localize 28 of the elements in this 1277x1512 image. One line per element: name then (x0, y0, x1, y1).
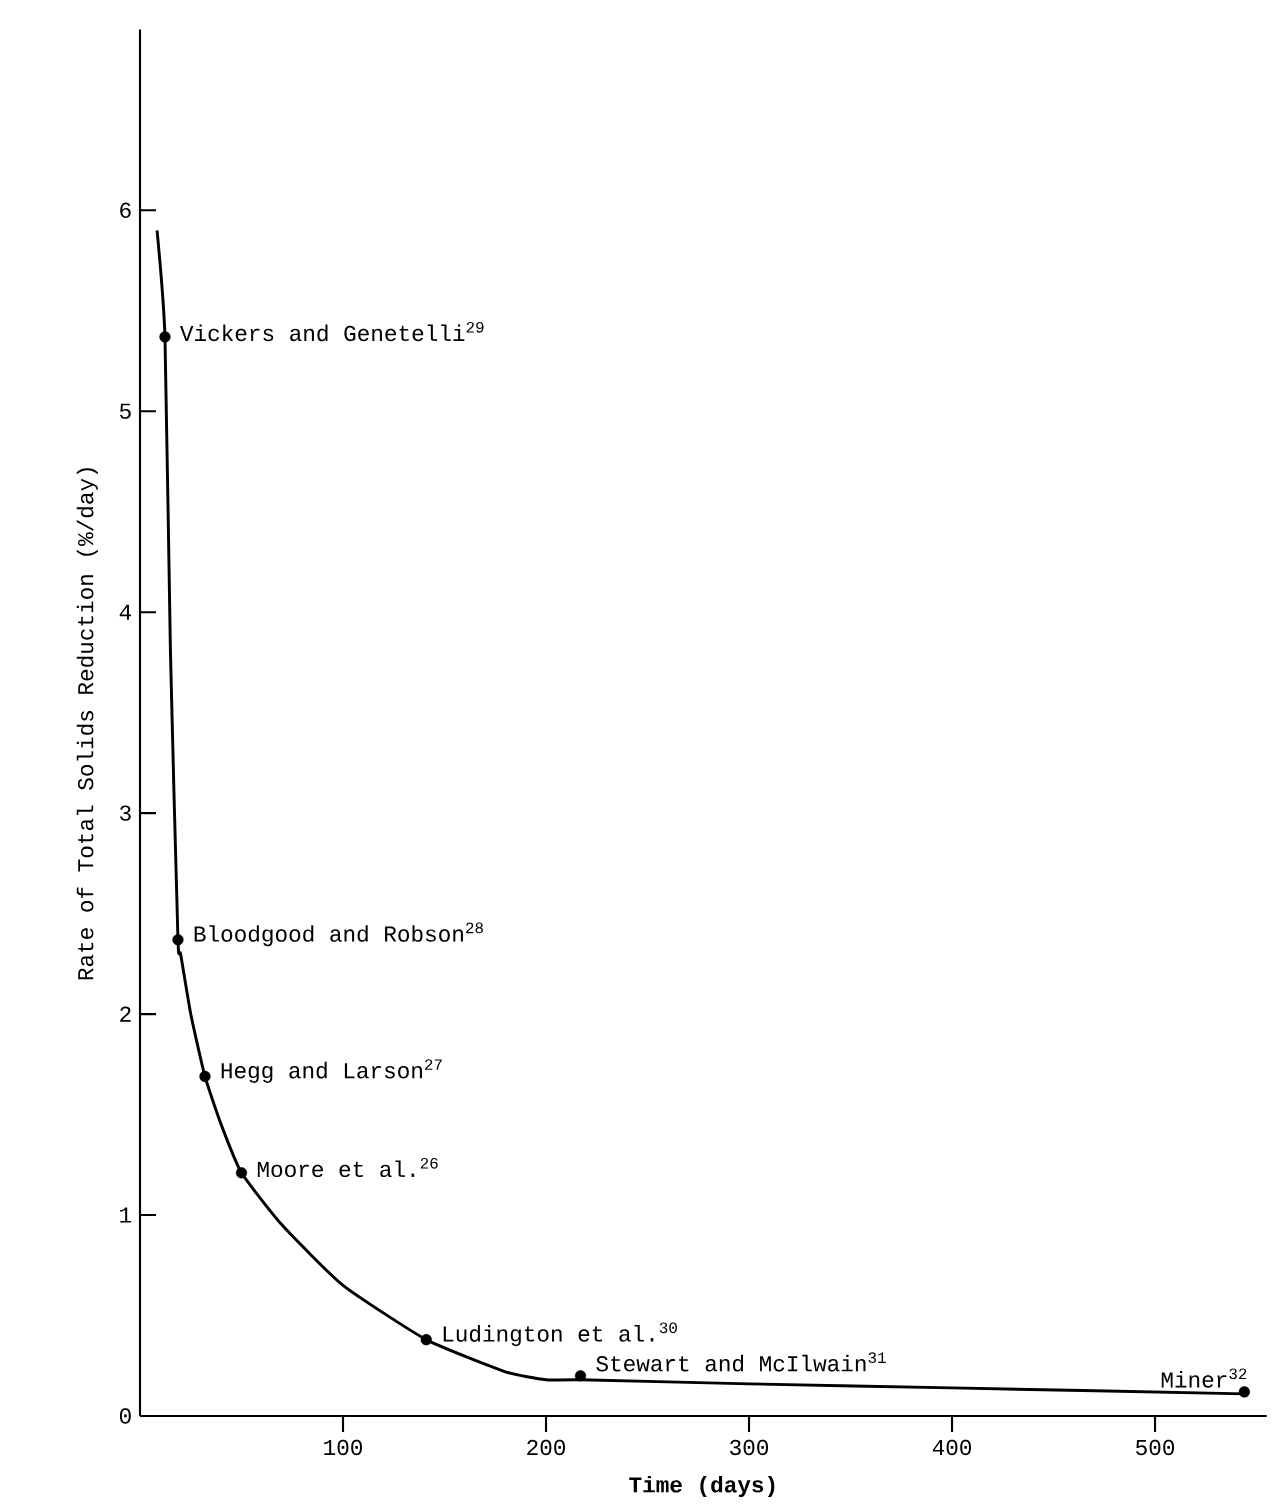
point (199, 1070, 211, 1082)
point (420, 1334, 432, 1346)
point (235, 1167, 248, 1179)
y-tick-label: 4 (119, 604, 132, 620)
annotation: Vickers and Genetelli$^{29}$ (180, 321, 484, 342)
annotation: Stewart and McIlwain$^{31}$ (596, 1352, 886, 1372)
annotation: Ludington et al.$^{30}$ (443, 1322, 677, 1347)
y-tick-label: 1 (120, 1207, 132, 1223)
annotation: Miner$^{32}$ (1161, 1368, 1247, 1388)
y-tick-label: 3 (120, 805, 131, 821)
annotation: Moore et al.$^{26}$ (257, 1157, 438, 1178)
annotation: Hegg and Larson$^{27}$ (221, 1059, 442, 1083)
y-axis-title: Rate of Total Solids Reduction (%/day) (76, 468, 98, 980)
point (159, 331, 171, 343)
annotation: Bloodgood and Robson$^{28}$ (194, 922, 483, 947)
x-tick-label: 100 (324, 1439, 363, 1456)
x-tick-label: 500 (1136, 1439, 1175, 1456)
y-tick-label: 6 (120, 202, 131, 218)
x-axis-title: Time (days) (629, 1475, 775, 1498)
x-tick-label: 200 (527, 1439, 566, 1456)
y-tick-label: 2 (120, 1006, 131, 1022)
point (1238, 1386, 1250, 1398)
point (574, 1370, 587, 1382)
x-tick-label: 400 (932, 1439, 972, 1456)
y-tick-label: 0 (119, 1408, 131, 1424)
point (172, 934, 184, 946)
y-tick-label: 5 (120, 403, 131, 419)
x-tick-label: 300 (730, 1439, 769, 1456)
